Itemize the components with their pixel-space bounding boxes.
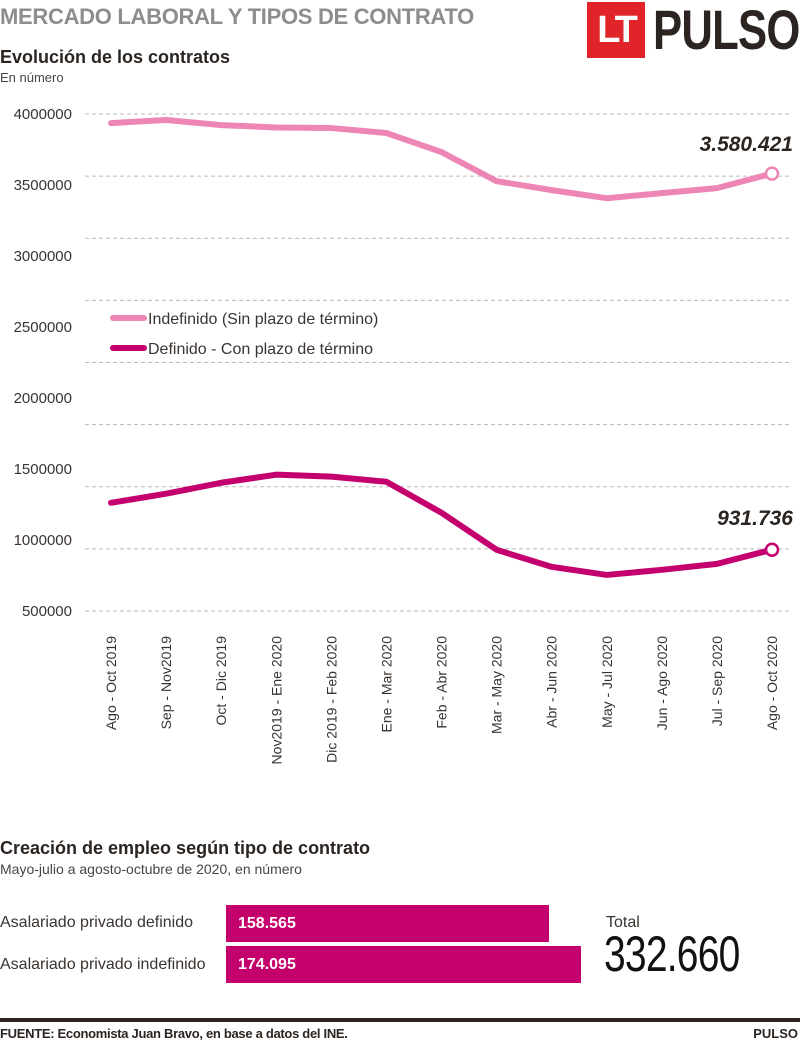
series-line-definido — [108, 471, 775, 578]
data-point — [661, 569, 663, 571]
line-chart: 4000000 3500000 3000000 2500000 2000000 15000… — [14, 106, 794, 765]
logo-pulso-text: PULSO — [653, 0, 800, 61]
bar-value-label: 174.095 — [238, 956, 296, 973]
bar-chart-title: Creación de empleo según tipo de contrat… — [0, 838, 371, 858]
bar-chart-subtitle: Mayo-julio a agosto-octubre de 2020, en … — [0, 861, 302, 877]
legend-label-definido: Definido - Con plazo de término — [148, 341, 373, 358]
x-tick-label: Jun - Ago 2020 — [654, 636, 670, 730]
y-tick-label: 2000000 — [14, 390, 72, 407]
logo-lt-box: LT — [587, 2, 645, 58]
y-axis-ticks: 4000000 3500000 3000000 2500000 2000000 15000… — [14, 106, 72, 620]
bar-definido: 158.565 — [226, 905, 550, 942]
legend: Indefinido (Sin plazo de término) Defini… — [110, 311, 378, 358]
data-point — [551, 189, 553, 191]
x-tick-label: Jul - Sep 2020 — [709, 636, 725, 726]
data-point — [606, 574, 608, 576]
data-point — [496, 180, 498, 182]
y-tick-label: 3000000 — [14, 248, 72, 265]
series-lines — [108, 116, 780, 578]
bar-category-label: Asalariado privado indefinido — [0, 956, 206, 973]
footer-brand: PULSO — [753, 1026, 798, 1041]
data-point — [110, 502, 112, 504]
y-tick-label: 1000000 — [14, 532, 72, 549]
data-point — [275, 126, 277, 128]
data-point — [606, 197, 608, 199]
end-label-definido: 931.736 — [717, 507, 793, 530]
line-chart-subtitle: En número — [0, 70, 64, 85]
x-axis-ticks: Ago - Oct 2019 Sep - Nov2019 Oct - Dic 201… — [103, 636, 780, 765]
y-tick-label: 3500000 — [14, 177, 72, 194]
bar-indefinido: 174.095 — [226, 946, 581, 983]
gridlines — [85, 113, 792, 612]
data-point — [385, 132, 387, 134]
data-point — [275, 474, 277, 476]
infographic-title: MERCADO LABORAL Y TIPOS DE CONTRATO — [0, 4, 474, 29]
data-point — [551, 566, 553, 568]
x-tick-label: Dic 2019 - Feb 2020 — [323, 636, 339, 763]
x-tick-label: Ago - Oct 2020 — [764, 636, 780, 730]
data-point — [441, 512, 442, 514]
total-value: 332.660 — [604, 926, 740, 982]
total-label: Total — [606, 914, 640, 931]
data-point — [330, 127, 332, 129]
data-point — [716, 563, 718, 565]
y-tick-label: 4000000 — [14, 106, 72, 123]
end-point-marker — [764, 542, 780, 557]
data-point — [165, 493, 167, 495]
x-tick-label: Abr - Jun 2020 — [544, 636, 560, 728]
x-tick-label: Feb - Abr 2020 — [434, 636, 450, 729]
x-tick-label: Oct - Dic 2019 — [213, 636, 229, 726]
source-note: FUENTE: Economista Juan Bravo, en base a… — [0, 1026, 348, 1041]
x-tick-label: Sep - Nov2019 — [158, 636, 174, 730]
data-point — [220, 482, 222, 484]
data-point — [661, 192, 663, 194]
y-tick-label: 1500000 — [14, 461, 72, 478]
x-tick-label: May - Jul 2020 — [599, 636, 615, 728]
data-point — [716, 187, 718, 189]
legend-label-indefinido: Indefinido (Sin plazo de término) — [148, 311, 378, 328]
line-chart-title: Evolución de los contratos — [0, 47, 231, 67]
data-point — [110, 122, 112, 124]
x-tick-label: Ago - Oct 2019 — [103, 636, 119, 730]
bar-category-label: Asalariado privado definido — [0, 914, 194, 931]
data-point — [385, 481, 387, 483]
footer-divider — [0, 1018, 800, 1022]
data-point — [441, 151, 442, 153]
bar-value-label: 158.565 — [238, 915, 296, 932]
end-label-indefinido: 3.580.421 — [700, 133, 793, 156]
data-point — [496, 549, 498, 551]
y-tick-label: 2500000 — [14, 319, 72, 336]
x-tick-label: Ene - Mar 2020 — [378, 636, 394, 733]
data-point — [220, 124, 222, 126]
series-line-indefinido — [108, 116, 775, 202]
end-point-marker — [764, 166, 780, 181]
data-point — [330, 476, 332, 478]
y-tick-label: 500000 — [22, 603, 72, 620]
x-tick-label: Nov2019 - Ene 2020 — [268, 636, 284, 765]
x-tick-label: Mar - May 2020 — [489, 636, 505, 734]
data-point — [165, 119, 167, 121]
lt-pulso-logo: LT PULSO — [587, 2, 800, 58]
